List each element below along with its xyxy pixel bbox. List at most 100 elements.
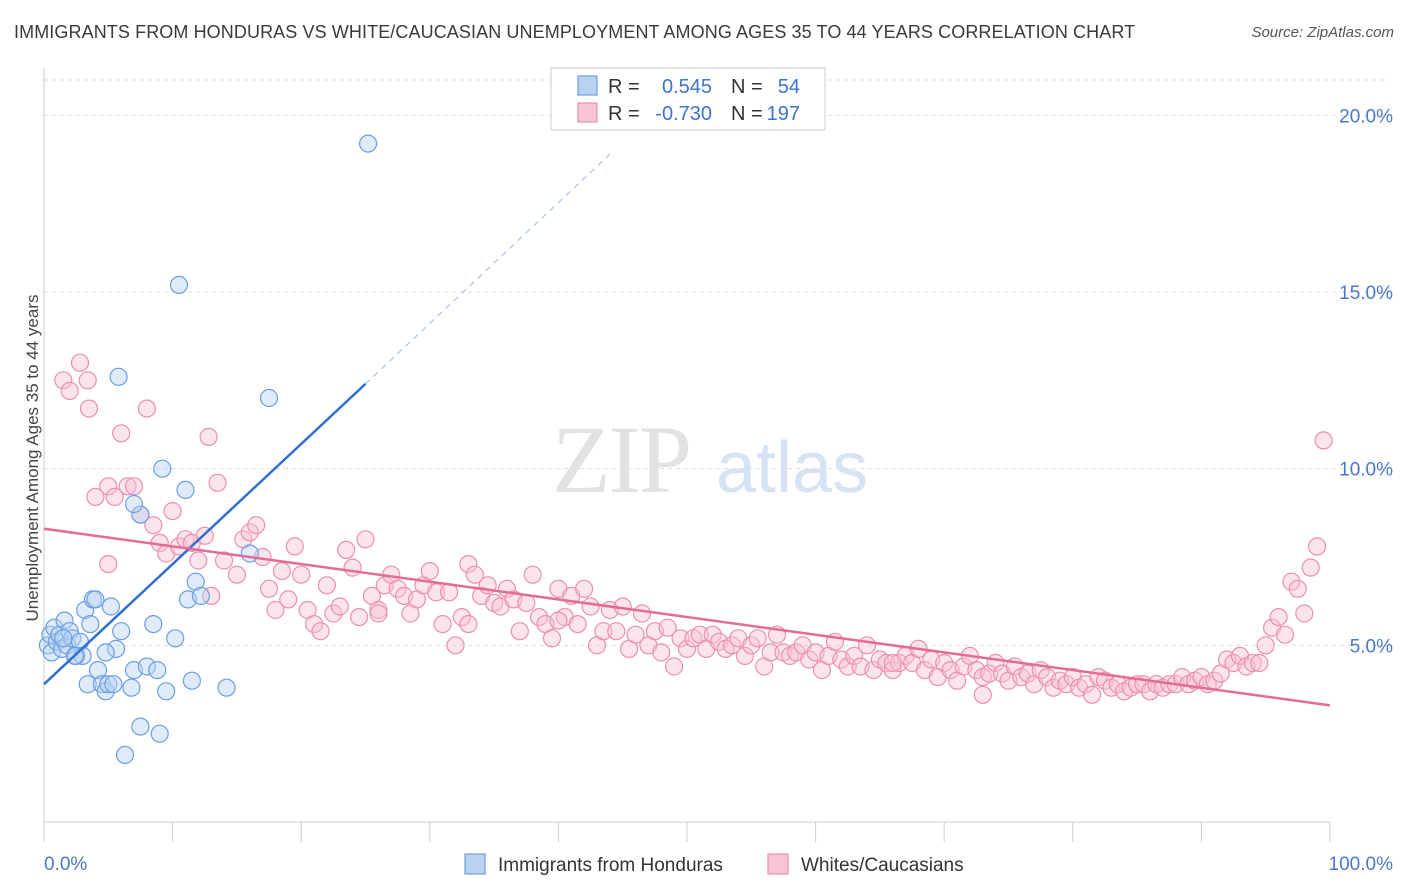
whites-point-196 — [1314, 431, 1333, 450]
whites-point-40 — [311, 622, 330, 641]
legend-n-label-1: N = — [731, 76, 763, 98]
whites-point-198 — [459, 614, 478, 634]
whites-point-129 — [883, 660, 902, 680]
source-label: Source: ZipAtlas.com — [1251, 24, 1394, 41]
whites-point-80 — [568, 614, 587, 634]
whites-point-122 — [838, 657, 857, 676]
honduras-trend-extension — [365, 153, 611, 385]
honduras-point-15 — [78, 675, 97, 694]
legend-swatch-blue — [577, 75, 598, 96]
honduras-point-25 — [106, 639, 126, 659]
whites-point-57 — [420, 561, 439, 581]
watermark-atlas: atlas — [716, 428, 868, 508]
whites-point-125 — [857, 636, 877, 655]
y-axis-label: Unemployment Among Ages 35 to 44 years — [23, 295, 42, 622]
whites-point-37 — [292, 565, 311, 584]
whites-point-187 — [1256, 636, 1275, 655]
whites-point-190 — [1275, 625, 1295, 644]
honduras-point-36 — [150, 724, 169, 743]
whites-point-13 — [137, 399, 156, 418]
whites-point-62 — [452, 607, 471, 627]
honduras-trend-line — [43, 382, 367, 686]
whites-point-47 — [356, 530, 375, 549]
bottom-legend-swatch-blue — [464, 853, 486, 875]
whites-point-46 — [350, 607, 369, 627]
whites-point-63 — [459, 554, 478, 574]
whites-point-64 — [465, 565, 484, 584]
whites-point-106 — [735, 646, 755, 666]
whites-point-6 — [99, 554, 118, 574]
whites-point-191 — [1282, 572, 1301, 591]
whites-point-41 — [317, 576, 336, 595]
honduras-point-24 — [104, 675, 123, 694]
whites-point-194 — [1301, 558, 1320, 577]
whites-point-110 — [761, 643, 780, 662]
whites-trend-line — [43, 527, 1331, 707]
legend-n-label-2: N = — [731, 103, 763, 125]
honduras-point-39 — [166, 629, 185, 648]
legend-r-label-2: R = — [608, 103, 640, 125]
honduras-point-46 — [217, 678, 236, 697]
x-tick-label-0: 0.0% — [44, 854, 87, 875]
series-whites-caucasians — [54, 353, 1333, 704]
whites-point-95 — [664, 657, 684, 676]
whites-point-42 — [324, 604, 343, 623]
whites-point-81 — [574, 579, 594, 598]
honduras-point-45 — [191, 586, 210, 606]
whites-point-23 — [199, 427, 218, 446]
whites-point-7 — [99, 477, 118, 496]
whites-point-2 — [70, 353, 90, 372]
whites-point-29 — [240, 523, 259, 542]
whites-point-0 — [54, 371, 73, 390]
whites-point-144 — [980, 664, 999, 683]
whites-point-185 — [1243, 653, 1262, 673]
whites-point-73 — [523, 565, 542, 584]
whites-point-201 — [973, 685, 992, 704]
honduras-point-23 — [101, 597, 121, 616]
honduras-point-30 — [131, 505, 150, 524]
whites-point-116 — [800, 650, 819, 669]
whites-point-93 — [652, 643, 671, 662]
honduras-point-33 — [137, 657, 156, 676]
whites-point-86 — [607, 622, 626, 641]
bottom-legend-label-2: Whites/Caucasians — [801, 855, 964, 876]
whites-point-199 — [549, 611, 568, 630]
whites-point-43 — [330, 597, 349, 616]
whites-point-97 — [677, 639, 697, 659]
whites-point-35 — [279, 590, 298, 609]
y-tick-label-0: 5.0% — [1350, 636, 1393, 657]
whites-point-25 — [208, 473, 227, 492]
whites-point-36 — [285, 537, 304, 556]
whites-point-1 — [60, 381, 79, 400]
whites-point-137 — [935, 653, 954, 673]
honduras-point-38 — [157, 682, 176, 701]
trend-lines — [43, 153, 1331, 707]
honduras-point-19 — [88, 660, 108, 680]
whites-point-33 — [266, 600, 285, 620]
legend-r-value-1: 0.545 — [662, 76, 712, 98]
honduras-point-51 — [96, 643, 115, 662]
whites-point-94 — [658, 618, 677, 637]
whites-point-104 — [722, 636, 742, 655]
whites-point-44 — [337, 540, 356, 560]
whites-point-32 — [259, 579, 279, 598]
correlation-legend: R = 0.545 N = 54 R = -0.730 N = 197 — [550, 67, 826, 131]
honduras-point-49 — [359, 134, 378, 153]
honduras-point-7 — [55, 611, 74, 630]
whites-point-200 — [883, 653, 902, 673]
honduras-point-18 — [86, 590, 105, 609]
whites-point-189 — [1269, 607, 1288, 627]
honduras-point-48 — [259, 388, 279, 408]
honduras-point-26 — [109, 367, 128, 386]
whites-point-74 — [529, 607, 549, 627]
honduras-point-2 — [42, 643, 61, 662]
honduras-point-34 — [144, 614, 163, 634]
honduras-point-52 — [54, 629, 73, 648]
whites-point-130 — [890, 653, 909, 673]
y-tick-label-3: 20.0% — [1339, 106, 1393, 127]
series-immigrants-honduras — [38, 134, 378, 765]
whites-point-17 — [163, 502, 182, 521]
y-tick-label-2: 15.0% — [1339, 283, 1393, 304]
honduras-point-43 — [182, 671, 201, 690]
honduras-point-37 — [153, 459, 172, 478]
